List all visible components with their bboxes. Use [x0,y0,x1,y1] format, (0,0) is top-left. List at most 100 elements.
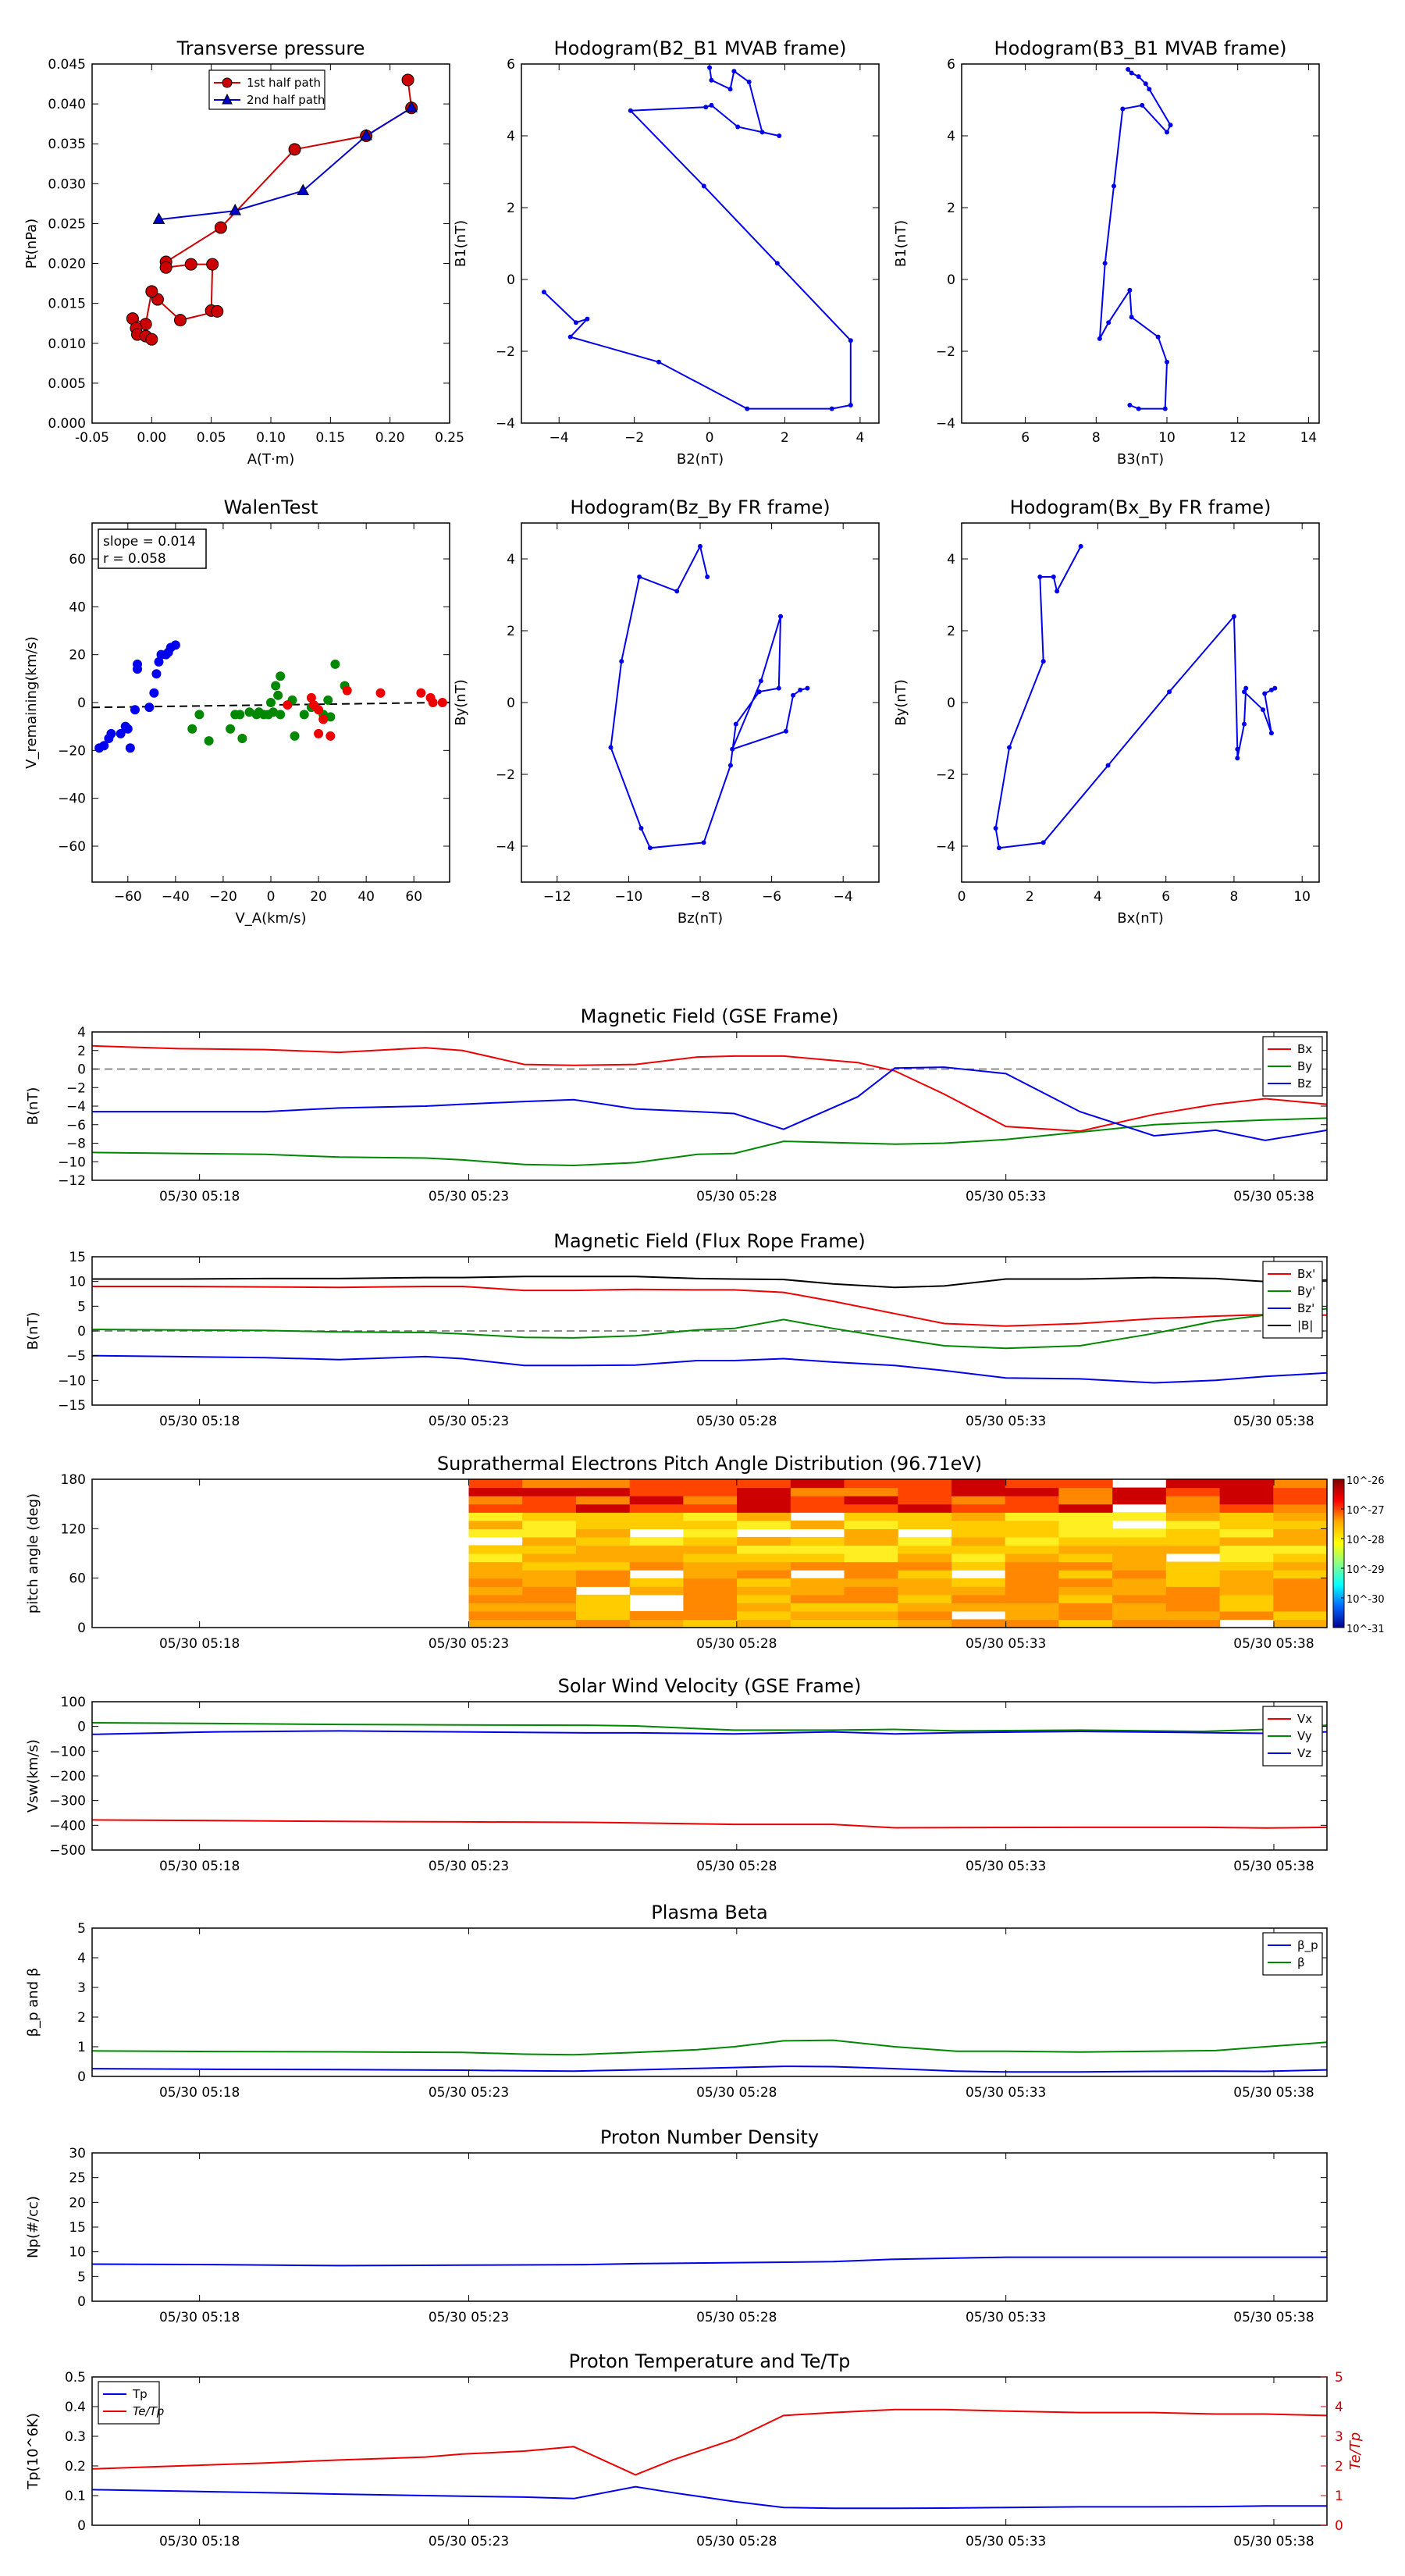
pad-cell [1005,1545,1059,1554]
tpx-ytick-label: 0.1 [65,2489,86,2504]
h3-marker [727,763,733,768]
pad-cell [1058,1503,1113,1513]
pad-cell [629,1496,684,1505]
pad-cell [844,1570,898,1579]
pad-cell [683,1536,738,1546]
pad-ylabel: pitch angle (deg) [25,1493,41,1614]
np-ytick-label: 25 [69,2171,86,2186]
pad-cell [898,1561,952,1571]
tp-xlabel: A(T·m) [247,451,295,468]
tpx-y2tick-label: 5 [1335,2370,1343,2386]
tp-marker [229,204,242,215]
pad-cell [1165,1503,1221,1513]
h1-ytick-label: 2 [507,201,515,216]
bgse-time-label: 05/30 05:33 [966,1189,1046,1204]
pad-cell [951,1512,1006,1521]
pad-cell [1219,1586,1274,1596]
pad-cell [1219,1479,1274,1489]
pad-cell [683,1610,738,1621]
pad-cell [1005,1512,1059,1521]
pad-cell [898,1512,952,1521]
pad-cell [898,1545,952,1554]
tpx-y2tick-label: 4 [1335,2400,1343,2415]
pad-cell [468,1479,523,1489]
h1-xtick-label: 2 [781,430,789,446]
walen-point [187,724,197,734]
vsw-series-0 [91,1819,1328,1829]
vsw-ytick-label: 0 [77,1720,86,1735]
pad-cell [951,1528,1006,1538]
h3-xtick-label: −8 [690,889,710,905]
h2-marker [1127,287,1133,293]
pad-colorbar-label: 10^-31 [1346,1624,1385,1635]
walen-ytick-label: 0 [77,696,86,711]
pad-title: Suprathermal Electrons Pitch Angle Distr… [437,1453,982,1475]
pad-cell [1219,1512,1274,1521]
h2-frame [961,63,1320,424]
pad-cell [898,1603,952,1612]
pad-cell [1005,1594,1059,1603]
h1-marker [585,316,590,322]
h3-marker [791,692,796,698]
beta-time-label: 05/30 05:33 [966,2085,1046,2101]
tp-marker [159,261,173,274]
pad-colorbar-label: 10^-26 [1346,1475,1385,1487]
bgse-ytick-label: 4 [77,1025,86,1041]
pad-colorbar-label: 10^-27 [1346,1505,1385,1517]
h4-title: Hodogram(Bx_By FR frame) [1010,496,1272,518]
h2-series-line [1098,69,1172,410]
pad-cell [790,1496,845,1505]
pad-cell [1112,1536,1167,1546]
np-time-label: 05/30 05:33 [966,2310,1046,2325]
walen-ytick-label: −20 [58,743,86,759]
bgse-time-label: 05/30 05:38 [1233,1189,1314,1204]
tp-marker [211,304,224,318]
h4-xlabel: Bx(nT) [1117,910,1163,927]
h3-ytick-label: −2 [496,767,515,783]
pad-cell [1005,1578,1059,1587]
pad-cell [575,1578,631,1587]
pad-cell [575,1610,631,1621]
tp-ytick-label: 0.000 [48,416,86,432]
vsw-legend-label: Vz [1297,1746,1311,1760]
pad-time-label: 05/30 05:33 [966,1636,1046,1652]
pad-cell [1219,1561,1274,1571]
tpx-ytick-label: 0.3 [65,2429,86,2445]
vsw-time-label: 05/30 05:38 [1233,1859,1314,1874]
walen-xtick-label: −20 [209,889,237,905]
bfr-series-1 [91,1308,1328,1350]
pad-colorbar [1332,1478,1345,1628]
bfr-time-label: 05/30 05:23 [429,1414,509,1429]
h4-marker [1051,575,1056,579]
pad-time-label: 05/30 05:18 [159,1636,240,1652]
h3-marker [778,614,784,619]
pad-cell [951,1553,1006,1563]
h2-marker [1127,403,1133,407]
tp-marker [184,258,197,271]
pad-cell [1273,1496,1328,1505]
walen-point [318,714,329,724]
pad-cell [951,1487,1006,1496]
pad-cell [737,1479,791,1489]
pad-cell [737,1487,791,1496]
pad-cell [1219,1594,1274,1603]
pad-cell [522,1528,577,1538]
walen-point [244,707,254,717]
bgse-frame [91,1031,1328,1181]
walen-point [106,728,116,738]
h3-marker [701,840,706,845]
h2-marker [1126,66,1131,72]
pad-cell [1005,1610,1059,1621]
pad-cell [575,1570,631,1579]
pad-cell [898,1594,952,1603]
pad-cell [790,1487,845,1496]
np-ytick-label: 15 [69,2220,86,2236]
pad-cell [468,1561,523,1571]
walen-point [151,669,162,679]
np-ylabel: Np(#/cc) [25,2196,41,2258]
h2-title: Hodogram(B3_B1 MVAB frame) [994,37,1287,59]
np-ytick-label: 20 [69,2195,86,2211]
h2-ylabel: B1(nT) [893,220,909,267]
h2-marker [1165,130,1170,135]
vsw-ytick-label: −400 [49,1818,86,1834]
